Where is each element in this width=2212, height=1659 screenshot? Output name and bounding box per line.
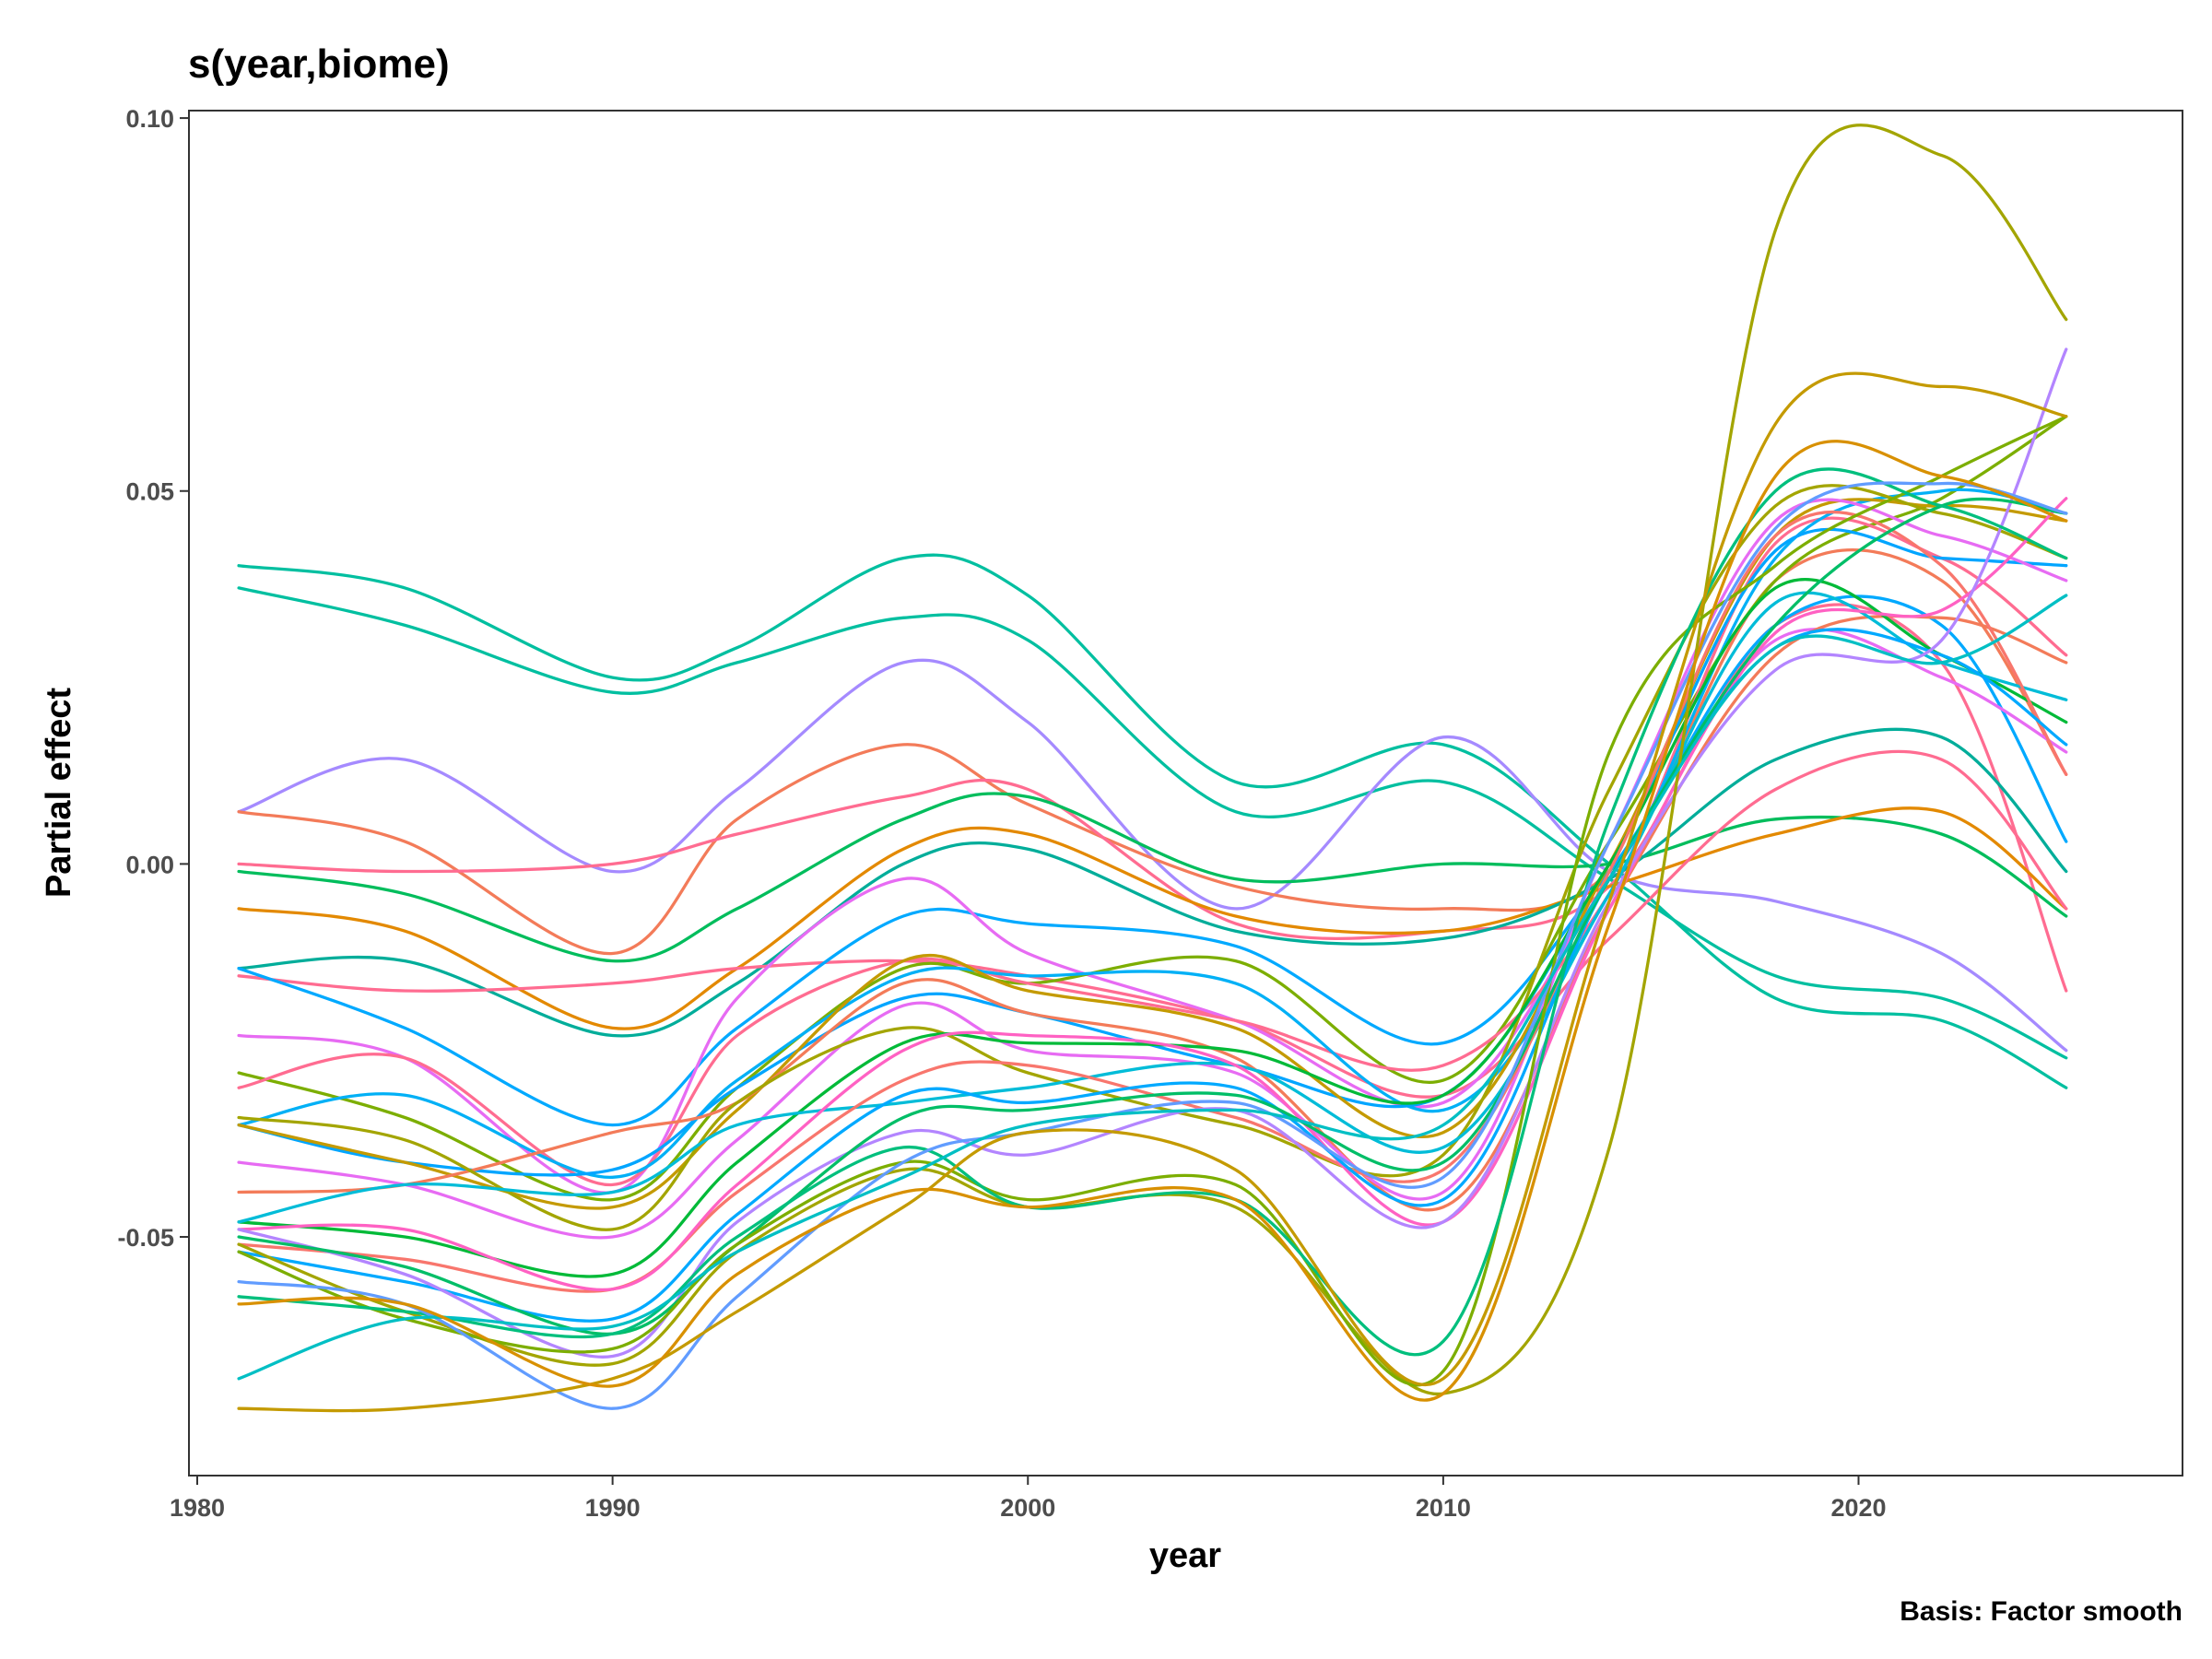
caption: Basis: Factor smooth (1900, 1596, 2183, 1627)
series-line-18 (237, 498, 2068, 1240)
series-line-8 (237, 727, 2068, 1038)
y-axis-title: Partial effect (40, 688, 78, 898)
series-line-15 (237, 527, 2068, 1177)
chart-title: s(year,biome) (188, 41, 450, 87)
y-tick-label: 0.00 (125, 851, 174, 878)
series-line-9 (237, 749, 2068, 1099)
series-line-10 (237, 594, 2068, 1127)
x-tick-label: 2000 (1000, 1494, 1055, 1522)
series-line-3 (237, 658, 2068, 1053)
series-layer (237, 124, 2068, 1413)
series-line-1 (237, 553, 2068, 1089)
y-tick-label: 0.10 (125, 105, 174, 133)
series-line-4 (237, 548, 2068, 956)
x-axis: 1980 1990 2000 2010 2020 (170, 1476, 1887, 1522)
y-tick-label: -0.05 (117, 1224, 174, 1252)
series-line-2 (237, 586, 2068, 1060)
x-tick-label: 2010 (1416, 1494, 1471, 1522)
series-line-30 (237, 481, 2068, 1410)
plot-panel (188, 110, 2183, 1477)
x-axis-title: year (1149, 1536, 1221, 1575)
y-axis: 0.10 0.05 0.00 -0.05 (117, 105, 189, 1252)
series-line-32 (237, 371, 2068, 1413)
series-line-31 (237, 594, 2068, 1381)
series-line-33 (237, 440, 2068, 1402)
series-line-20 (237, 577, 2068, 1278)
series-line-19 (237, 484, 2068, 1231)
series-line-28 (237, 415, 2068, 1387)
series-line-6 (237, 792, 2068, 963)
series-line-23 (237, 497, 2068, 1292)
series-line-13 (237, 516, 2068, 1187)
x-tick-label: 1990 (585, 1494, 641, 1522)
x-tick-label: 2020 (1830, 1494, 1886, 1522)
series-line-11 (237, 628, 2068, 1194)
series-line-21 (237, 591, 2068, 1224)
series-line-7 (237, 806, 2068, 1030)
y-tick-label: 0.05 (125, 478, 174, 506)
series-line-12 (237, 415, 2068, 1202)
x-tick-label: 1980 (170, 1494, 225, 1522)
series-line-17 (237, 614, 2068, 1212)
series-line-14 (237, 488, 2068, 1179)
